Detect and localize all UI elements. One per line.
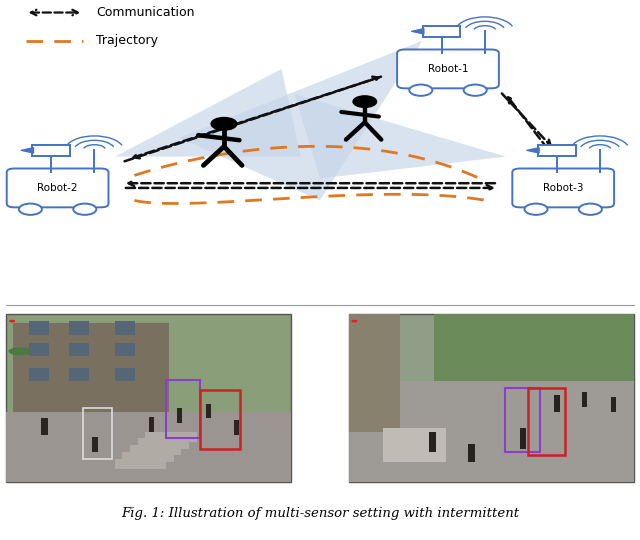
FancyBboxPatch shape	[115, 368, 134, 381]
FancyBboxPatch shape	[138, 438, 189, 449]
Circle shape	[10, 320, 14, 322]
FancyBboxPatch shape	[383, 428, 445, 437]
FancyBboxPatch shape	[349, 314, 400, 432]
Circle shape	[352, 320, 356, 322]
FancyBboxPatch shape	[69, 321, 89, 335]
Text: Fig. 1: Illustration of multi-sensor setting with intermittent: Fig. 1: Illustration of multi-sensor set…	[121, 507, 519, 520]
FancyBboxPatch shape	[29, 368, 49, 381]
FancyBboxPatch shape	[512, 168, 614, 207]
FancyBboxPatch shape	[6, 314, 291, 482]
FancyBboxPatch shape	[92, 437, 98, 452]
FancyBboxPatch shape	[397, 50, 499, 89]
Polygon shape	[526, 147, 540, 153]
Polygon shape	[115, 69, 301, 157]
Circle shape	[211, 118, 237, 130]
FancyBboxPatch shape	[6, 411, 291, 482]
FancyBboxPatch shape	[538, 145, 576, 156]
FancyBboxPatch shape	[383, 445, 445, 454]
Circle shape	[353, 96, 376, 107]
FancyBboxPatch shape	[115, 458, 166, 469]
FancyBboxPatch shape	[468, 443, 475, 462]
Circle shape	[9, 348, 32, 355]
FancyBboxPatch shape	[611, 396, 616, 411]
FancyBboxPatch shape	[383, 437, 445, 445]
Circle shape	[525, 204, 548, 215]
Text: Robot-1: Robot-1	[428, 64, 468, 74]
FancyBboxPatch shape	[145, 432, 196, 442]
FancyBboxPatch shape	[29, 321, 49, 335]
FancyBboxPatch shape	[554, 395, 559, 411]
Polygon shape	[412, 29, 424, 34]
FancyBboxPatch shape	[115, 321, 134, 335]
FancyBboxPatch shape	[206, 404, 211, 418]
Polygon shape	[20, 147, 34, 153]
FancyBboxPatch shape	[122, 452, 173, 462]
FancyBboxPatch shape	[69, 368, 89, 381]
Text: Communication: Communication	[96, 6, 195, 19]
Text: Trajectory: Trajectory	[96, 34, 158, 47]
FancyBboxPatch shape	[520, 428, 526, 449]
FancyBboxPatch shape	[69, 343, 89, 356]
FancyBboxPatch shape	[349, 381, 634, 482]
Circle shape	[19, 204, 42, 215]
Circle shape	[410, 85, 433, 96]
Text: Robot-3: Robot-3	[543, 183, 584, 193]
FancyBboxPatch shape	[32, 145, 70, 156]
FancyBboxPatch shape	[582, 392, 588, 407]
FancyBboxPatch shape	[429, 432, 436, 452]
FancyBboxPatch shape	[29, 343, 49, 356]
FancyBboxPatch shape	[13, 323, 170, 423]
Circle shape	[579, 204, 602, 215]
Text: Robot-2: Robot-2	[37, 183, 78, 193]
FancyBboxPatch shape	[435, 314, 634, 390]
Circle shape	[463, 85, 486, 96]
FancyBboxPatch shape	[6, 168, 108, 207]
FancyBboxPatch shape	[234, 420, 239, 435]
FancyBboxPatch shape	[422, 26, 461, 37]
FancyBboxPatch shape	[40, 418, 48, 435]
FancyBboxPatch shape	[130, 445, 181, 455]
Polygon shape	[294, 94, 506, 179]
Circle shape	[74, 204, 97, 215]
FancyBboxPatch shape	[115, 343, 134, 356]
FancyBboxPatch shape	[177, 408, 182, 423]
FancyBboxPatch shape	[349, 314, 634, 482]
Polygon shape	[179, 40, 422, 200]
FancyBboxPatch shape	[149, 417, 154, 432]
FancyBboxPatch shape	[383, 454, 445, 462]
